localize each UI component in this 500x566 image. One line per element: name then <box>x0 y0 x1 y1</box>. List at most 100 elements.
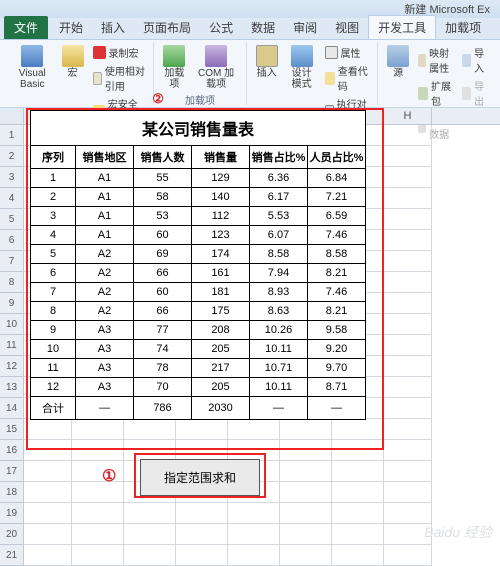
cell[interactable] <box>72 419 124 440</box>
cell[interactable] <box>24 545 72 566</box>
cell[interactable] <box>24 461 72 482</box>
cell[interactable] <box>124 419 176 440</box>
cell[interactable] <box>72 545 124 566</box>
cell[interactable] <box>280 440 332 461</box>
cell[interactable] <box>384 125 432 146</box>
row-header[interactable]: 11 <box>0 335 24 356</box>
cell[interactable] <box>124 545 176 566</box>
tab-review[interactable]: 审阅 <box>284 16 326 39</box>
row-header[interactable]: 21 <box>0 545 24 566</box>
cell[interactable] <box>384 188 432 209</box>
cell[interactable] <box>24 440 72 461</box>
cell[interactable] <box>384 146 432 167</box>
row-header[interactable]: 8 <box>0 272 24 293</box>
cell[interactable] <box>332 545 384 566</box>
cell[interactable] <box>332 482 384 503</box>
row-header[interactable]: 6 <box>0 230 24 251</box>
sum-range-button[interactable]: 指定范围求和 <box>140 459 260 496</box>
row-header[interactable]: 4 <box>0 188 24 209</box>
row-header[interactable]: 9 <box>0 293 24 314</box>
expand-pkg-button[interactable]: 扩展包 <box>416 77 456 109</box>
row-header[interactable]: 16 <box>0 440 24 461</box>
tab-layout[interactable]: 页面布局 <box>134 16 200 39</box>
col-header-H[interactable]: H <box>384 108 432 124</box>
cell[interactable] <box>124 440 176 461</box>
cell[interactable] <box>384 251 432 272</box>
cell[interactable] <box>176 419 228 440</box>
cell[interactable] <box>384 167 432 188</box>
row-header[interactable]: 15 <box>0 419 24 440</box>
cell[interactable] <box>384 230 432 251</box>
export-button[interactable]: 导出 <box>460 77 490 109</box>
cell[interactable] <box>72 524 124 545</box>
row-header[interactable]: 7 <box>0 251 24 272</box>
tab-formula[interactable]: 公式 <box>200 16 242 39</box>
cell[interactable] <box>176 524 228 545</box>
import-button[interactable]: 导入 <box>460 44 490 76</box>
cell[interactable] <box>228 419 280 440</box>
row-header[interactable]: 5 <box>0 209 24 230</box>
addins-button[interactable]: 加载项 <box>160 44 188 91</box>
row-header[interactable]: 12 <box>0 356 24 377</box>
tab-developer[interactable]: 开发工具 <box>368 15 436 39</box>
cell[interactable] <box>384 293 432 314</box>
cell[interactable] <box>384 314 432 335</box>
cell[interactable] <box>384 461 432 482</box>
cell[interactable] <box>228 524 280 545</box>
cell[interactable] <box>384 356 432 377</box>
design-mode-button[interactable]: 设计模式 <box>285 44 319 91</box>
cell[interactable] <box>176 503 228 524</box>
cell[interactable] <box>332 524 384 545</box>
macro-button[interactable]: 宏 <box>59 44 87 80</box>
cell[interactable] <box>384 272 432 293</box>
cell[interactable] <box>280 419 332 440</box>
cell[interactable] <box>384 398 432 419</box>
cell[interactable] <box>124 503 176 524</box>
cell[interactable] <box>228 545 280 566</box>
cell[interactable] <box>24 482 72 503</box>
row-header[interactable]: 1 <box>0 125 24 146</box>
cell[interactable] <box>228 440 280 461</box>
cell[interactable] <box>280 524 332 545</box>
cell[interactable] <box>280 503 332 524</box>
cell[interactable] <box>384 503 432 524</box>
tab-home[interactable]: 开始 <box>50 16 92 39</box>
row-header[interactable]: 17 <box>0 461 24 482</box>
cell[interactable] <box>24 524 72 545</box>
view-code-button[interactable]: 查看代码 <box>323 62 372 94</box>
tab-view[interactable]: 视图 <box>326 16 368 39</box>
cell[interactable] <box>384 440 432 461</box>
cell[interactable] <box>332 461 384 482</box>
tab-file[interactable]: 文件 <box>4 16 48 39</box>
cell[interactable] <box>384 335 432 356</box>
cell[interactable] <box>332 440 384 461</box>
com-addins-button[interactable]: COM 加载项 <box>192 44 239 91</box>
row-header[interactable]: 19 <box>0 503 24 524</box>
tab-addins[interactable]: 加载项 <box>436 16 490 39</box>
source-button[interactable]: 源 <box>384 44 412 80</box>
cell[interactable] <box>24 419 72 440</box>
cell[interactable] <box>332 503 384 524</box>
cell[interactable] <box>280 482 332 503</box>
cell[interactable] <box>176 440 228 461</box>
row-header[interactable]: 2 <box>0 146 24 167</box>
cell[interactable] <box>384 377 432 398</box>
cell[interactable] <box>280 461 332 482</box>
cell[interactable] <box>72 503 124 524</box>
row-header[interactable]: 10 <box>0 314 24 335</box>
cell[interactable] <box>124 524 176 545</box>
properties-button[interactable]: 属性 <box>323 44 372 61</box>
cell[interactable] <box>280 545 332 566</box>
tab-insert[interactable]: 插入 <box>92 16 134 39</box>
cell[interactable] <box>384 419 432 440</box>
relative-ref-button[interactable]: 使用相对引用 <box>91 62 148 94</box>
row-header[interactable]: 14 <box>0 398 24 419</box>
cell[interactable] <box>384 482 432 503</box>
vb-button[interactable]: Visual Basic <box>10 44 55 91</box>
insert-control-button[interactable]: 插入 <box>253 44 281 80</box>
cell[interactable] <box>228 503 280 524</box>
cell[interactable] <box>72 440 124 461</box>
row-header[interactable]: 13 <box>0 377 24 398</box>
cell[interactable] <box>332 419 384 440</box>
cell[interactable] <box>176 545 228 566</box>
